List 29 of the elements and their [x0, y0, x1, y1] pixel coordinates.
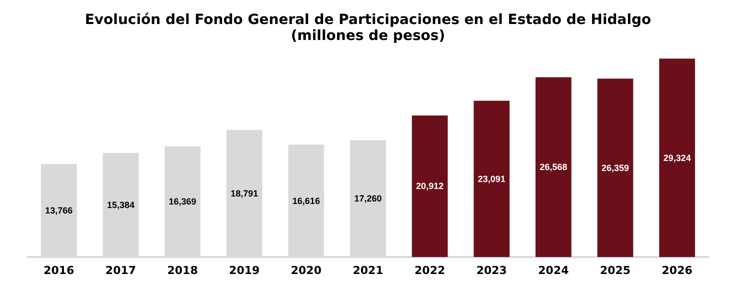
x-tick-label: 2021 — [352, 264, 384, 277]
data-label: 29,324 — [663, 152, 691, 163]
data-label: 16,616 — [292, 196, 320, 206]
x-tick-label: 2022 — [414, 264, 446, 277]
x-tick-label: 2025 — [600, 264, 631, 277]
data-label: 15,384 — [106, 200, 134, 210]
data-label: 16,369 — [168, 196, 196, 207]
bar — [536, 77, 572, 257]
chart-title: Evolución del Fondo General de Participaciones en el Estado de Hidalgo — [84, 12, 652, 28]
bar — [597, 78, 634, 257]
bar — [412, 115, 448, 257]
data-label: 26,568 — [540, 162, 568, 172]
data-label: 20,912 — [416, 181, 444, 192]
data-label: 18,791 — [230, 188, 258, 198]
x-tick-label: 2026 — [662, 264, 693, 277]
data-label: 26,359 — [602, 162, 630, 173]
x-tick-label: 2024 — [538, 264, 570, 277]
bar — [474, 100, 510, 257]
x-tick-label: 2016 — [44, 264, 75, 277]
data-label: 13,766 — [45, 205, 73, 216]
x-tick-label: 2017 — [105, 264, 136, 277]
x-tick-label: 2023 — [476, 264, 507, 277]
data-label: 17,260 — [354, 194, 382, 204]
chart-subtitle: (millones de pesos) — [290, 28, 446, 44]
x-tick-label: 2020 — [290, 264, 322, 277]
x-tick-label: 2019 — [229, 264, 260, 277]
bar — [659, 58, 696, 257]
data-label: 23,091 — [478, 174, 506, 184]
x-tick-label: 2018 — [167, 264, 198, 277]
